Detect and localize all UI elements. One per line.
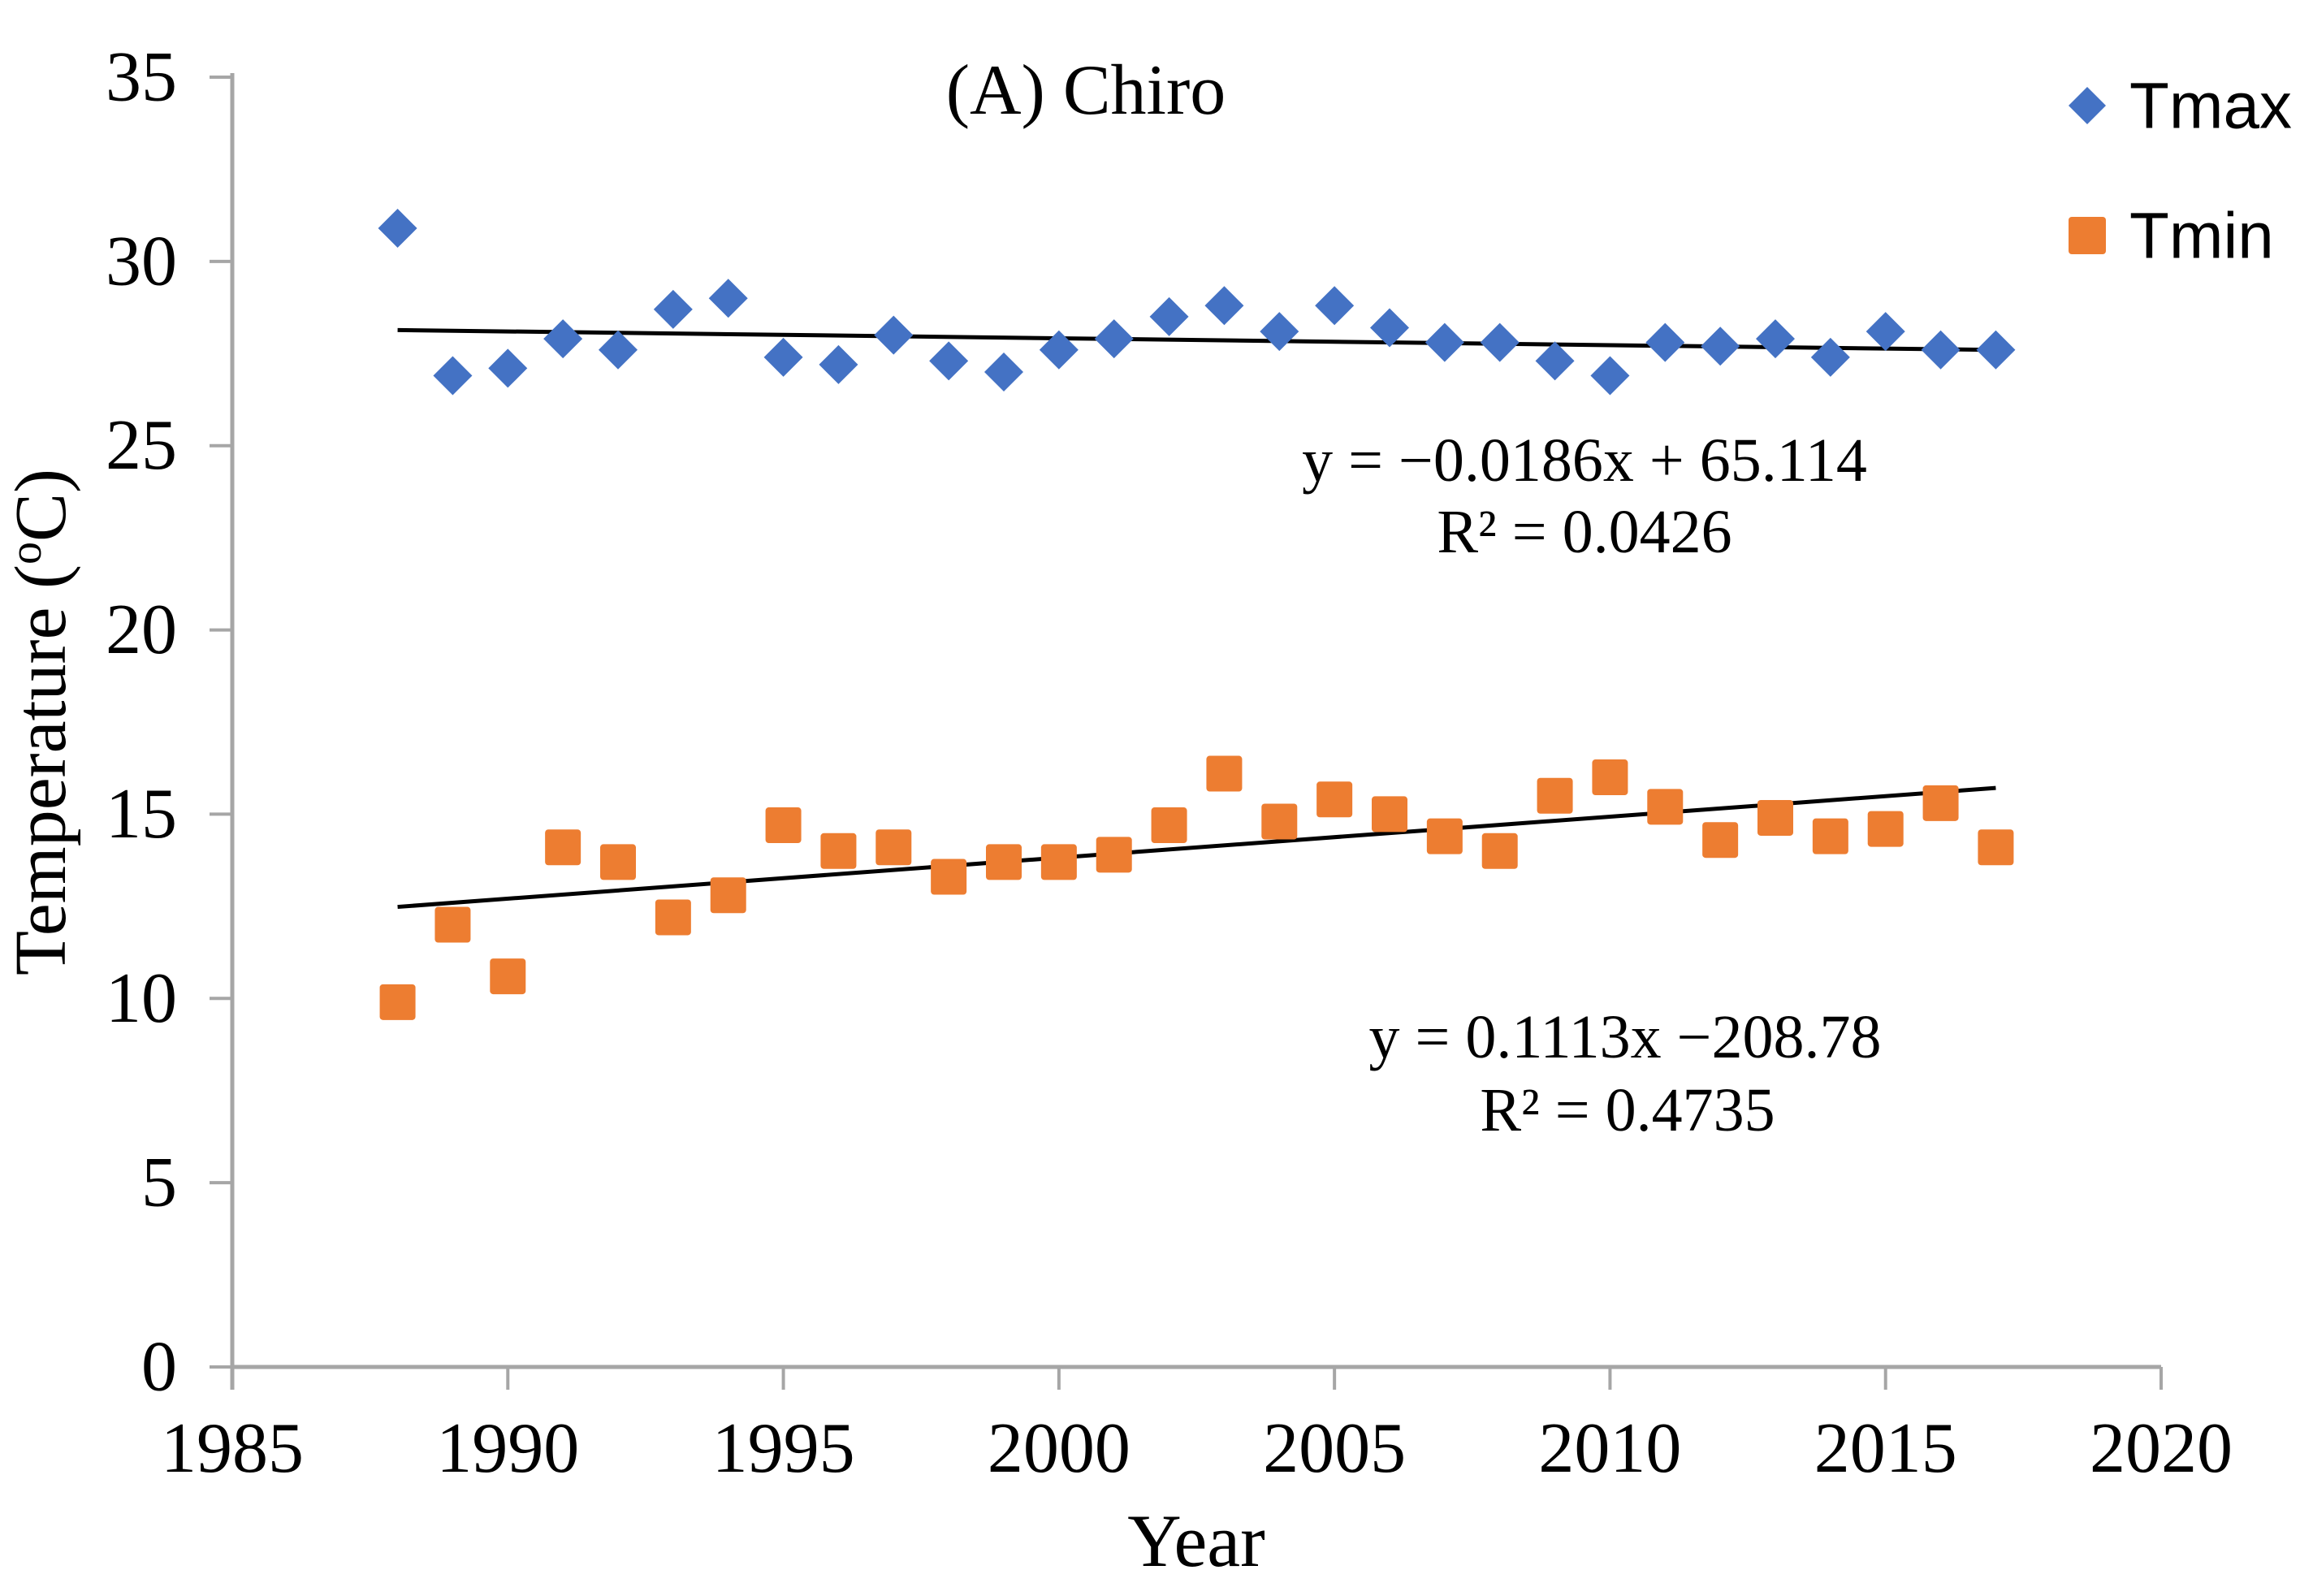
x-tick-label: 2005 <box>1263 1409 1406 1488</box>
tmax-series <box>378 209 2016 396</box>
tmin-point-1998 <box>931 859 967 895</box>
tmin-point-2008 <box>1481 833 1518 869</box>
tmin-point-2015 <box>1867 811 1904 847</box>
tmin-point-1995 <box>765 807 802 844</box>
x-tick-label: 1985 <box>161 1409 304 1488</box>
tmax-point-2013 <box>1756 319 1795 359</box>
tmin-point-1997 <box>875 829 912 866</box>
legend-diamond-icon <box>2069 87 2106 124</box>
tmax-point-1991 <box>543 319 583 359</box>
tmin-point-2009 <box>1537 777 1573 814</box>
tmax-point-1990 <box>488 348 528 388</box>
tmax-point-1992 <box>599 330 638 370</box>
legend-item-tmax: Tmax <box>2069 70 2292 142</box>
tmin-point-1988 <box>379 984 416 1020</box>
tmin-point-1993 <box>655 899 691 936</box>
tmax-point-1998 <box>929 341 969 381</box>
legend-label: Tmax <box>2129 70 2292 142</box>
y-tick-label: 15 <box>106 775 177 854</box>
x-axis-title: Year <box>1127 1499 1265 1582</box>
y-tick-label: 25 <box>106 406 177 485</box>
y-tick-label: 0 <box>141 1328 177 1407</box>
tmin-point-2013 <box>1757 799 1793 836</box>
tmax-point-2016 <box>1921 330 1961 370</box>
legend-item-tmin: Tmin <box>2069 200 2274 272</box>
tmin-point-2017 <box>1978 829 2014 866</box>
tmin-point-1999 <box>986 844 1022 880</box>
y-axis-title: Temperature (oC) <box>1 469 81 975</box>
tmin-point-1991 <box>545 829 581 866</box>
tmin-point-2011 <box>1647 789 1684 825</box>
tmax-point-1996 <box>819 344 858 384</box>
tmax-point-1999 <box>984 352 1023 391</box>
tmax-r-squared: R² = 0.0426 <box>1437 498 1731 566</box>
tmin-point-1989 <box>434 906 471 943</box>
tmin-series <box>379 755 2014 1020</box>
legend-label: Tmin <box>2129 200 2274 272</box>
tmax-equation: y = −0.0186x + 65.114 <box>1302 426 1867 495</box>
tmin-point-2001 <box>1096 837 1132 873</box>
y-tick-label: 10 <box>106 959 177 1038</box>
tmax-point-1997 <box>874 315 914 355</box>
tmax-point-2011 <box>1645 322 1685 362</box>
tmax-point-2002 <box>1149 296 1189 336</box>
tmin-trendline <box>397 785 1996 910</box>
tmax-point-2014 <box>1810 337 1850 377</box>
tmin-point-2000 <box>1040 844 1077 880</box>
tmin-point-1994 <box>710 877 746 914</box>
tmin-point-1996 <box>820 833 857 869</box>
tmax-point-2010 <box>1590 356 1630 396</box>
x-tick-label: 2020 <box>2090 1409 2233 1488</box>
tmin-point-2006 <box>1372 796 1407 833</box>
chart-title: (A) Chiro <box>946 51 1226 130</box>
tmin-point-1990 <box>490 958 526 995</box>
tmax-point-2001 <box>1094 319 1134 359</box>
tmax-point-2005 <box>1315 286 1355 326</box>
tmax-point-2009 <box>1535 341 1575 381</box>
x-tick-label: 2010 <box>1538 1409 1681 1488</box>
tmax-point-2003 <box>1204 286 1244 326</box>
tmax-point-2004 <box>1260 312 1299 352</box>
tmax-point-2017 <box>1976 330 2016 370</box>
x-tick-label: 1995 <box>712 1409 855 1488</box>
tmin-point-2004 <box>1261 803 1298 840</box>
y-tick-label: 30 <box>106 222 177 301</box>
x-tick-label: 1990 <box>436 1409 579 1488</box>
tmin-equation: y = 0.1113x −208.78 <box>1368 1003 1881 1071</box>
tmin-point-2002 <box>1151 807 1187 844</box>
y-tick-label: 20 <box>106 590 177 669</box>
tmax-point-1993 <box>653 289 693 329</box>
tmin-point-2007 <box>1426 818 1463 854</box>
axes: 0 5 10 15 20 25 30 35 1985 1990 1995 2000 2005 2010 20… <box>106 38 2233 1489</box>
tmin-point-2003 <box>1206 755 1243 792</box>
tmax-point-2012 <box>1701 327 1740 366</box>
tmax-point-1988 <box>378 209 417 249</box>
tmax-point-1994 <box>708 279 748 318</box>
y-tick-label: 5 <box>141 1144 177 1222</box>
tmax-point-2007 <box>1425 322 1464 362</box>
tmax-point-1989 <box>433 356 473 396</box>
tmax-point-2000 <box>1039 330 1079 370</box>
x-tick-label: 2000 <box>988 1409 1131 1488</box>
tmin-point-2012 <box>1702 822 1739 859</box>
tmin-point-1992 <box>600 844 636 880</box>
tmin-point-2016 <box>1922 785 1959 821</box>
tmax-point-2015 <box>1866 312 1905 352</box>
tmin-point-2005 <box>1316 781 1353 818</box>
tmin-point-2014 <box>1812 818 1848 854</box>
tmax-point-1995 <box>763 337 803 377</box>
x-tick-label: 2015 <box>1814 1409 1957 1488</box>
tmin-r-squared: R² = 0.4735 <box>1480 1076 1775 1144</box>
tmin-point-2010 <box>1592 759 1628 796</box>
tmax-point-2006 <box>1370 308 1409 348</box>
y-tick-label: 35 <box>106 38 177 117</box>
tmax-point-2008 <box>1480 322 1520 362</box>
legend-square-icon <box>2069 217 2106 254</box>
